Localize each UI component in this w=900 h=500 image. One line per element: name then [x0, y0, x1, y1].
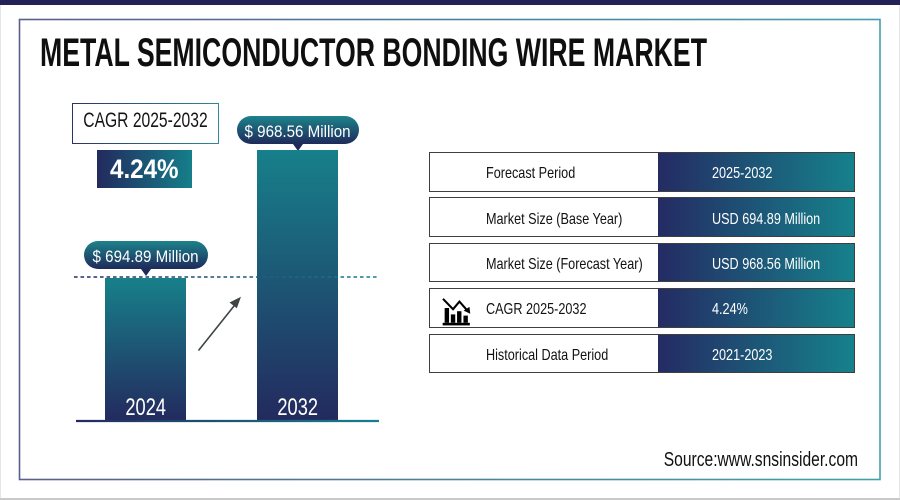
- bar-2024-label-text: 2024: [125, 393, 166, 421]
- bar-2024: 2024: [105, 277, 186, 421]
- table-value-cell: USD 694.89 Million: [658, 198, 854, 236]
- bar-2032-label-text: 2032: [277, 393, 318, 421]
- table-row: Historical Data Period 2021-2023: [429, 333, 855, 374]
- source-attribution: Source:www.snsinsider.com: [609, 450, 858, 470]
- cagr-label-box: CAGR 2025-2032: [72, 103, 219, 144]
- cagr-label: CAGR 2025-2032: [83, 108, 208, 132]
- growth-arrow: [197, 296, 241, 351]
- table-row: Forecast Period 2025-2032: [429, 152, 855, 192]
- callout-pointer: [141, 269, 151, 276]
- callout-2032-text: $ 968.56 Million: [245, 121, 351, 141]
- page-title-text: METAL SEMICONDUCTOR BONDING WIRE MARKET: [40, 30, 707, 75]
- callout-pointer: [293, 144, 303, 151]
- table-label-cell: Market Size (Forecast Year): [430, 243, 658, 282]
- table-row: CAGR 2025-2032 4.24%: [429, 288, 855, 328]
- callout-2024-text: $ 694.89 Million: [93, 246, 199, 266]
- table-row-label: Market Size (Forecast Year): [486, 256, 643, 274]
- table-row-value: 2021-2023: [712, 346, 773, 364]
- table-row-label: Historical Data Period: [486, 346, 609, 364]
- table-value-cell: 2021-2023: [658, 334, 854, 373]
- bar-2032-label: 2032: [257, 393, 338, 421]
- table-row-value: USD 694.89 Million: [712, 210, 821, 228]
- table-label-cell: Forecast Period: [430, 153, 658, 191]
- declining-bar-chart-icon: [441, 297, 470, 326]
- bar-2024-label: 2024: [105, 393, 186, 421]
- table-row-value: USD 968.56 Million: [712, 256, 821, 274]
- table-value-cell: 4.24%: [658, 289, 854, 327]
- table-label-cell: Market Size (Base Year): [430, 198, 658, 236]
- callout-2032-value: $ 968.56 Million: [237, 116, 359, 151]
- top-accent-bar: [0, 0, 900, 5]
- table-row: Market Size (Forecast Year) USD 968.56 M…: [429, 242, 855, 283]
- table-row-value: 2025-2032: [712, 165, 773, 183]
- page-title: METAL SEMICONDUCTOR BONDING WIRE MARKET: [40, 33, 900, 73]
- table-row-label: CAGR 2025-2032: [486, 301, 587, 319]
- table-value-cell: 2025-2032: [658, 153, 854, 191]
- table-row-label: Forecast Period: [486, 165, 576, 183]
- callout-2024-value: $ 694.89 Million: [84, 241, 208, 276]
- cagr-value-box: 4.24%: [97, 150, 192, 188]
- source-text: Source:www.snsinsider.com: [663, 448, 858, 471]
- bar-2032: 2032: [257, 150, 338, 421]
- table-row-value: 4.24%: [712, 301, 748, 319]
- table-row-label: Market Size (Base Year): [486, 210, 623, 228]
- table-label-cell: Historical Data Period: [430, 334, 658, 373]
- table-label-cell: CAGR 2025-2032: [430, 289, 658, 327]
- table-value-cell: USD 968.56 Million: [658, 243, 854, 282]
- table-row: Market Size (Base Year) USD 694.89 Milli…: [429, 197, 855, 237]
- cagr-value: 4.24%: [110, 153, 179, 184]
